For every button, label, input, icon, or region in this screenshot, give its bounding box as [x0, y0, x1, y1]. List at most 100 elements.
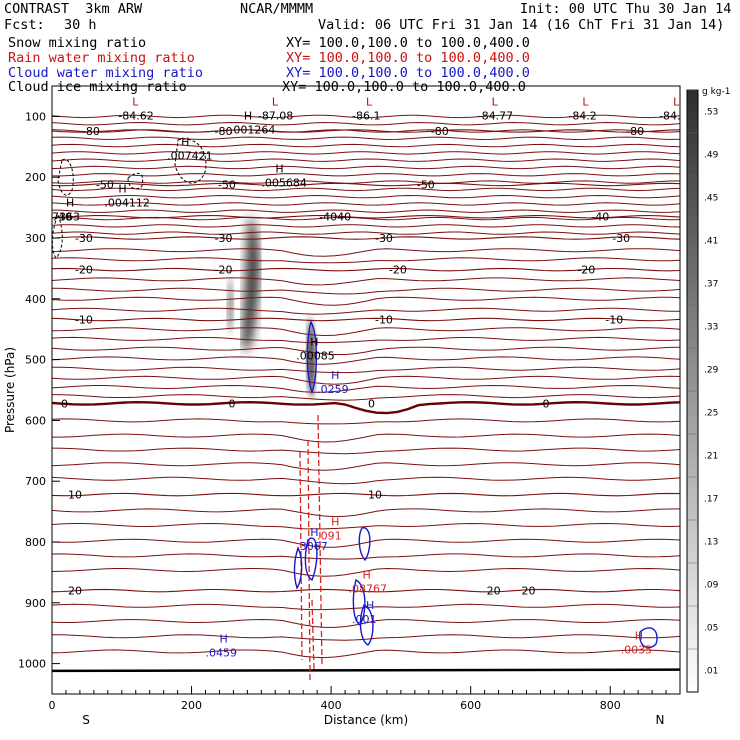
isotherm-line	[51, 187, 681, 192]
y-tick-label: 200	[25, 171, 46, 184]
isotherm-label: -30	[214, 232, 232, 245]
hydrometeor-contours	[51, 138, 658, 681]
extremum-value: .08767	[349, 582, 388, 595]
field-xy-snow: XY= 100.0,100.0 to 100.0,400.0	[286, 35, 530, 51]
isotherm-labelled	[51, 588, 681, 593]
isotherm-line	[51, 114, 681, 119]
isotherm-label: -50	[417, 178, 435, 191]
colorbar-level: .37	[704, 280, 718, 290]
isotherm-label: -30	[75, 232, 93, 245]
extremum-value: -84.62	[118, 109, 153, 122]
cloud-ice-contour	[51, 213, 63, 259]
isotherm-line	[52, 634, 681, 641]
extremum-value: -84.2	[568, 109, 596, 122]
colorbar-level: .09	[704, 581, 719, 591]
surface-line	[51, 668, 681, 673]
x-end-label-left: S	[82, 713, 90, 727]
isotherm-line	[51, 129, 681, 133]
high-marker: H	[363, 568, 371, 581]
isotherm-label: -50	[96, 178, 114, 191]
cloud-ice-contour	[127, 172, 144, 190]
init-time: Init: 00 UTC Thu 30 Jan 14	[520, 1, 732, 17]
isotherm-line	[51, 202, 681, 206]
colorbar-level: .21	[704, 452, 718, 462]
colorbar-level: .13	[704, 538, 718, 548]
isotherm-labelled	[51, 400, 681, 415]
isotherm-label: -80	[82, 125, 100, 138]
isotherm-line	[52, 173, 681, 177]
isotherm-labelled	[51, 129, 681, 133]
high-marker: H	[366, 599, 374, 612]
isotherm-line	[51, 136, 681, 141]
x-end-label-right: N	[656, 713, 665, 727]
isotherm-label: -20	[577, 264, 595, 277]
isotherm-labelled	[51, 267, 681, 272]
extremum-value: -84.77	[478, 109, 513, 122]
extremum-value: -84.	[659, 109, 680, 122]
fcst-value: 30 h	[64, 17, 97, 33]
isotherm-line	[51, 231, 681, 235]
isotherm-line	[51, 384, 681, 393]
cloud-water-contour	[304, 537, 318, 582]
high-marker: H	[118, 182, 126, 195]
contour-labels: -80 -80 -80 -80-50 -50 -50-40 -40-40 -40-30 -30-…	[52, 95, 681, 659]
rain-contour	[311, 599, 315, 671]
isotherm-labelled	[51, 214, 681, 219]
model-name: CONTRAST 3km ARW	[4, 1, 143, 17]
colorbar: .01 .05 .09 .13 .17 .21 .25 .29 .33 .37 .41 .45 .49.…	[686, 87, 730, 693]
fcst-label: Fcst:	[4, 17, 45, 33]
isotherm-line	[51, 394, 681, 401]
field-xy-cloud-water: XY= 100.0,100.0 to 100.0,400.0	[286, 65, 530, 81]
isotherm-labelled	[51, 236, 681, 240]
isotherm-line	[51, 327, 681, 337]
center-name: NCAR/MMMM	[240, 1, 314, 17]
isotherm-line	[51, 476, 681, 485]
isotherm-label: 20	[522, 585, 536, 598]
cloud-ice-contour	[57, 158, 74, 196]
extremum-value: 7363	[52, 210, 80, 223]
isotherm-line	[51, 375, 681, 385]
isotherm-line	[52, 433, 681, 443]
plot-frame	[51, 85, 681, 695]
snow-shading	[227, 215, 316, 400]
isotherm-label: 0	[542, 397, 549, 410]
isotherm-label: -10	[75, 313, 93, 326]
isotherm-line	[51, 287, 681, 295]
isotherm-line	[51, 356, 681, 365]
isotherm-line	[51, 143, 681, 148]
isotherm-label: -40	[319, 211, 337, 224]
y-tick-label: 900	[25, 597, 46, 610]
valid-time: Valid: 06 UTC Fri 31 Jan 14 (16 ChT Fri …	[318, 17, 725, 33]
field-xy-cloud-ice: XY= 100.0,100.0 to 100.0,400.0	[282, 79, 526, 95]
high-marker: H	[310, 526, 318, 539]
isotherm-line	[51, 277, 681, 286]
isotherm-line	[51, 346, 681, 355]
cloud-water-contour	[639, 627, 658, 649]
colorbar-unit: g kg-1	[702, 87, 730, 97]
isotherm-label: -50	[218, 178, 236, 191]
x-tick-label: 0	[49, 699, 56, 712]
cloud-water-contour	[306, 320, 318, 395]
low-marker: L	[582, 95, 589, 108]
high-marker: H	[310, 336, 318, 349]
isotherm-label: -30	[375, 232, 393, 245]
low-marker: L	[272, 95, 279, 108]
colorbar-level: .01	[704, 667, 718, 677]
y-tick-label: 600	[25, 414, 46, 427]
field-name-rain: Rain water mixing ratio	[8, 50, 195, 66]
field-xy-rain: XY= 100.0,100.0 to 100.0,400.0	[286, 50, 530, 66]
colorbar-level: .29	[704, 366, 719, 376]
high-marker: H	[331, 369, 339, 382]
high-marker: H	[244, 109, 252, 122]
isotherm-line	[51, 158, 681, 162]
isotherm-label: 20	[487, 585, 501, 598]
high-marker: H	[635, 629, 643, 642]
y-tick-label: 800	[25, 536, 46, 549]
isotherm-label: -10	[605, 313, 623, 326]
isotherm-label: 0	[61, 397, 68, 410]
isotherm-label: -20	[75, 264, 93, 277]
y-tick-label: 500	[25, 354, 46, 367]
isotherm-line	[51, 151, 681, 155]
colorbar-level: .17	[704, 495, 718, 505]
